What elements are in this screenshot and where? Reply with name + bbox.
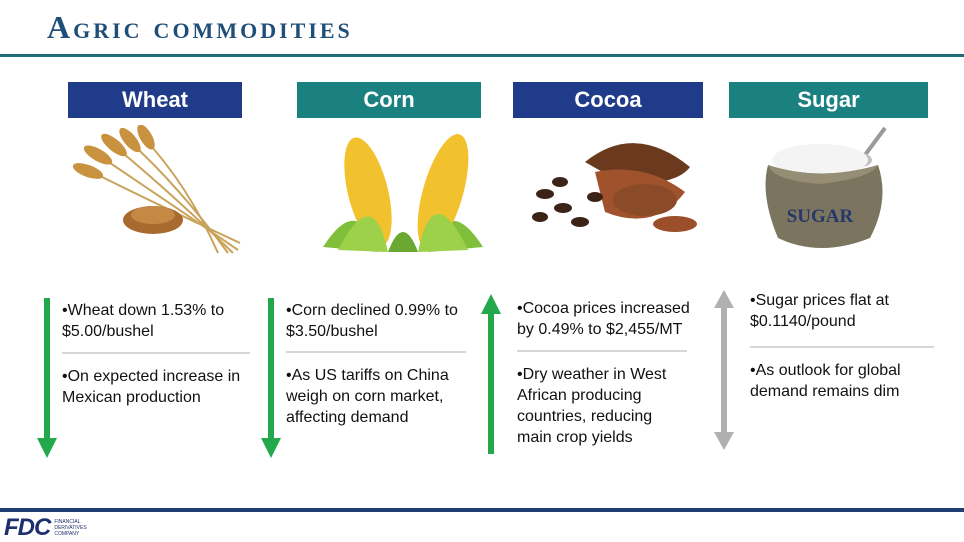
cocoa-icon	[532, 143, 697, 232]
corn-bullet-2-line-1: •As US tariffs on China	[286, 367, 449, 384]
wheat-icon	[72, 125, 241, 254]
cocoa-bullet-2-line-1: •Dry weather in West	[517, 366, 667, 383]
sugar-bullets: •Sugar prices flat at $0.1140/pound •As …	[750, 290, 950, 402]
corn-bullet-2-line-3: affecting demand	[286, 409, 409, 426]
header-corn: Corn	[297, 82, 481, 118]
flat-arrow-icon	[714, 290, 734, 450]
page-title: Agric commodities	[47, 9, 353, 45]
sugar-bullet-1-line-1: •Sugar prices flat at	[750, 292, 889, 309]
corn-divider	[286, 351, 466, 353]
cocoa-bullet-1-line-2: by 0.49% to $2,455/MT	[517, 321, 683, 338]
logo-sub-line-2: DERIVATIVES	[54, 525, 87, 531]
header-sugar: Sugar	[729, 82, 928, 118]
wheat-bullet-1-line-1: •Wheat down 1.53% to	[62, 302, 225, 319]
footer-divider	[0, 508, 964, 512]
corn-icon	[323, 134, 483, 252]
sugar-bullet-2-line-1: •As outlook for global	[750, 362, 901, 379]
corn-bullet-1-line-2: $3.50/bushel	[286, 323, 378, 340]
header-cocoa: Cocoa	[513, 82, 703, 118]
header-wheat: Wheat	[68, 82, 242, 118]
sugar-sack-icon: SUGAR	[765, 126, 887, 248]
sack-label: SUGAR	[787, 206, 854, 227]
logo-sub-line-3: COMPANY	[54, 531, 80, 537]
corn-bullet-2-line-2: weigh on corn market,	[286, 388, 444, 405]
wheat-bullet-2-line-1: •On expected increase in	[62, 368, 241, 385]
up-arrow-icon	[481, 294, 501, 454]
cocoa-bullet-1-line-1: •Cocoa prices increased	[517, 300, 690, 317]
corn-bullet-1-line-1: •Corn declined 0.99% to	[286, 302, 458, 319]
wheat-divider	[62, 352, 250, 354]
sugar-bullet-2-line-2: demand remains dim	[750, 383, 900, 400]
cocoa-bullets: •Cocoa prices increased by 0.49% to $2,4…	[517, 298, 707, 448]
wheat-bullet-2-line-2: Mexican production	[62, 389, 201, 406]
wheat-bullet-1-line-2: $5.00/bushel	[62, 323, 154, 340]
wheat-bullets: •Wheat down 1.53% to $5.00/bushel •On ex…	[62, 300, 250, 408]
sugar-divider	[750, 346, 934, 348]
logo-mark: FDC	[4, 514, 51, 541]
fdc-logo: FDC FINANCIAL DERIVATIVES COMPANY	[4, 514, 94, 542]
logo-subtitle: FINANCIAL DERIVATIVES COMPANY	[54, 519, 94, 537]
cocoa-bullet-2-line-4: main crop yields	[517, 429, 633, 446]
down-arrow-icon	[37, 298, 57, 458]
down-arrow-icon	[261, 298, 281, 458]
title-divider	[0, 54, 964, 57]
cocoa-bullet-2-line-3: countries, reducing	[517, 408, 653, 425]
cocoa-bullet-2-line-2: African producing	[517, 387, 642, 404]
cocoa-divider	[517, 350, 687, 352]
corn-bullets: •Corn declined 0.99% to $3.50/bushel •As…	[286, 300, 486, 428]
sugar-bullet-1-line-2: $0.1140/pound	[750, 313, 856, 330]
logo-sub-line-1: FINANCIAL	[54, 519, 81, 525]
